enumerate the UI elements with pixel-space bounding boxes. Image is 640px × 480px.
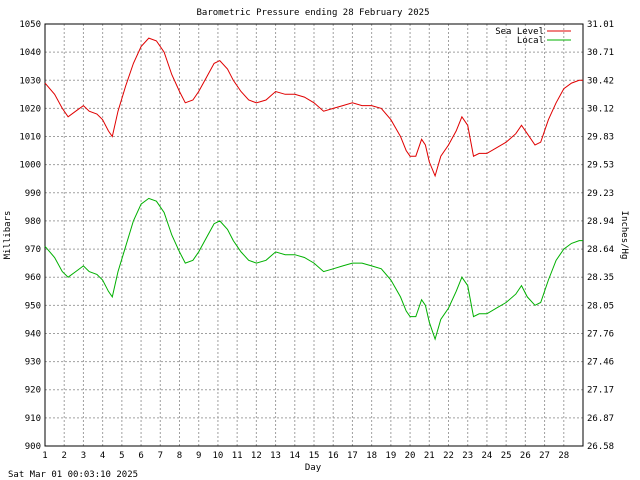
x-tick-label: 11 <box>232 451 243 461</box>
y-tick-label: 950 <box>25 301 41 311</box>
chart-title: Barometric Pressure ending 28 February 2… <box>197 8 430 18</box>
legend-label-local: Local <box>517 36 544 46</box>
y2-tick-label: 28.05 <box>587 301 614 311</box>
y2-tick-label: 27.17 <box>587 386 614 396</box>
y2-tick-label: 29.83 <box>587 133 614 143</box>
x-tick-label: 14 <box>289 451 300 461</box>
y-tick-label: 1010 <box>19 133 41 143</box>
y-axis-left-ticks: 900 910 920 930 940 950 960 970 980 990 1000 1010 10… <box>19 20 41 452</box>
x-tick-label: 19 <box>385 451 396 461</box>
y-tick-label: 930 <box>25 358 41 368</box>
y-tick-label: 990 <box>25 189 41 199</box>
legend: Sea Level Local <box>495 27 571 46</box>
x-tick-label: 5 <box>119 451 124 461</box>
x-tick-label: 25 <box>501 451 512 461</box>
y-tick-label: 920 <box>25 386 41 396</box>
x-tick-label: 27 <box>539 451 550 461</box>
x-tick-label: 21 <box>424 451 435 461</box>
y-tick-label: 1000 <box>19 161 41 171</box>
x-tick-label: 23 <box>462 451 473 461</box>
y-tick-label: 970 <box>25 245 41 255</box>
y-tick-label: 1030 <box>19 76 41 86</box>
y2-tick-label: 26.87 <box>587 414 614 424</box>
x-tick-label: 22 <box>443 451 454 461</box>
x-tick-label: 2 <box>62 451 67 461</box>
y-tick-label: 980 <box>25 217 41 227</box>
timestamp: Sat Mar 01 00:03:10 2025 <box>8 470 138 480</box>
x-tick-label: 17 <box>347 451 358 461</box>
y2-tick-label: 29.23 <box>587 189 614 199</box>
x-tick-label: 6 <box>138 451 143 461</box>
y2-tick-label: 26.58 <box>587 442 614 452</box>
x-axis-ticks: 1 2 3 4 5 6 7 8 9 10 11 12 13 14 15 16 17 18 19 20 21 22 23 24 2… <box>42 451 569 461</box>
x-tick-label: 1 <box>42 451 47 461</box>
y-tick-label: 1050 <box>19 20 41 30</box>
legend-label-sea-level: Sea Level <box>495 27 544 37</box>
y-tick-label: 910 <box>25 414 41 424</box>
x-tick-label: 10 <box>213 451 224 461</box>
y2-tick-label: 27.46 <box>587 358 614 368</box>
y2-tick-label: 31.01 <box>587 20 614 30</box>
y-tick-label: 940 <box>25 329 41 339</box>
x-tick-label: 28 <box>558 451 569 461</box>
x-tick-label: 15 <box>309 451 320 461</box>
series-layer <box>44 37 583 341</box>
x-tick-label: 12 <box>251 451 262 461</box>
x-tick-label: 13 <box>270 451 281 461</box>
y2-tick-label: 30.71 <box>587 48 614 58</box>
x-tick-label: 20 <box>405 451 416 461</box>
series-line-sea-level <box>44 37 583 178</box>
y2-tick-label: 27.76 <box>587 329 614 339</box>
series-line-local <box>44 197 583 341</box>
y2-tick-label: 30.42 <box>587 76 614 86</box>
y-axis-right-ticks: 26.58 26.87 27.17 27.46 27.76 28.05 28.35 28.64… <box>587 20 614 452</box>
grid <box>44 23 583 447</box>
y2-tick-label: 28.64 <box>587 245 614 255</box>
y-axis-right-label: Inches/Hg <box>619 211 629 260</box>
y2-tick-label: 29.53 <box>587 161 614 171</box>
y2-tick-label: 30.12 <box>587 104 614 114</box>
y2-tick-label: 28.94 <box>587 217 614 227</box>
y-tick-label: 960 <box>25 273 41 283</box>
y2-tick-label: 28.35 <box>587 273 614 283</box>
y-tick-label: 900 <box>25 442 41 452</box>
y-tick-label: 1020 <box>19 104 41 114</box>
x-tick-label: 24 <box>482 451 493 461</box>
y-tick-label: 1040 <box>19 48 41 58</box>
x-axis-label: Day <box>305 463 322 473</box>
plot-frame <box>44 23 584 447</box>
y-axis-left-label: Millibars <box>3 211 13 260</box>
x-tick-label: 7 <box>158 451 163 461</box>
x-tick-label: 8 <box>177 451 182 461</box>
x-tick-label: 3 <box>81 451 86 461</box>
x-tick-label: 18 <box>366 451 377 461</box>
x-tick-label: 16 <box>328 451 339 461</box>
x-tick-label: 9 <box>196 451 201 461</box>
x-tick-label: 4 <box>100 451 105 461</box>
x-tick-label: 26 <box>520 451 531 461</box>
